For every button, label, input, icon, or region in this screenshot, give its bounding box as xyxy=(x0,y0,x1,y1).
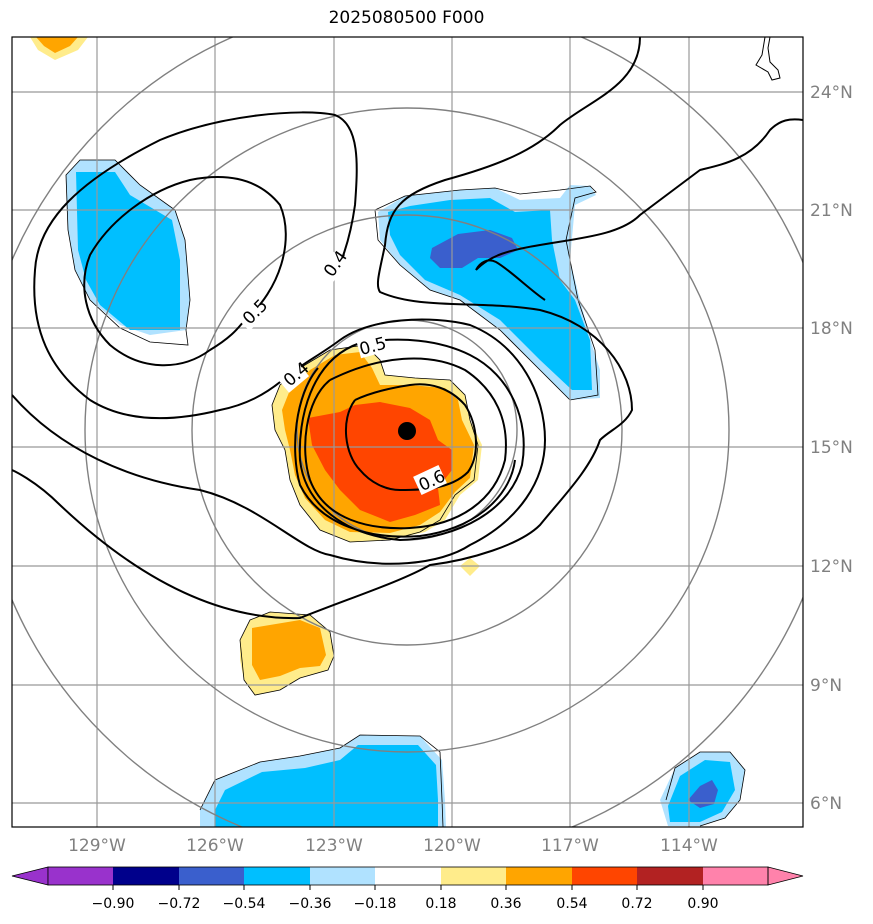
lat-label-15n: 15°N xyxy=(810,438,853,458)
colorbar: −0.90 −0.72 −0.54 −0.36 −0.18 0.18 0.36 … xyxy=(11,866,804,912)
colorbar-tick-5: 0.18 xyxy=(425,896,456,912)
lon-label-129w: 129°W xyxy=(68,836,126,856)
contour-0.5-inner xyxy=(298,338,525,542)
coastline xyxy=(755,37,781,81)
contour-0.5-left xyxy=(83,176,287,367)
colorbar-tick-9: 0.90 xyxy=(687,896,718,912)
shade-center-red xyxy=(308,402,452,522)
colorbar-seg-3 xyxy=(244,867,310,885)
map-panel: 0.4 0.5 0.4 0.5 0.6 xyxy=(12,37,803,827)
longitude-labels: 129°W 126°W 123°W 120°W 117°W 114°W xyxy=(68,836,718,856)
colorbar-seg-1 xyxy=(113,867,179,885)
latitude-labels: 24°N 21°N 18°N 15°N 12°N 9°N 6°N xyxy=(810,83,853,814)
colorbar-tick-0: −0.90 xyxy=(92,896,135,912)
colorbar-tick-6: 0.36 xyxy=(490,896,521,912)
contour-0.4-outer xyxy=(12,37,641,620)
colorbar-seg-10 xyxy=(703,867,768,885)
colorbar-tick-4: −0.18 xyxy=(354,896,397,912)
colorbar-seg-7 xyxy=(506,867,572,885)
colorbar-seg-9 xyxy=(637,867,703,885)
shade-lowleft-orange xyxy=(252,620,326,680)
lat-label-6n: 6°N xyxy=(810,794,842,814)
shade-top-left-orange xyxy=(36,37,78,53)
shade-bottom-blue xyxy=(215,745,438,827)
lat-label-18n: 18°N xyxy=(810,319,853,339)
colorbar-tick-2: −0.54 xyxy=(223,896,266,912)
lon-label-114w: 114°W xyxy=(660,836,718,856)
lon-label-117w: 117°W xyxy=(541,836,599,856)
colorbar-seg-4 xyxy=(310,867,375,885)
contour-0.6 xyxy=(344,383,477,492)
lat-label-9n: 9°N xyxy=(810,676,842,696)
lat-label-21n: 21°N xyxy=(810,201,853,221)
gridlines xyxy=(12,37,803,827)
shade-small-diamond xyxy=(460,558,480,576)
contour-ne-branch xyxy=(475,118,803,301)
colorbar-tick-1: −0.72 xyxy=(158,896,201,912)
colorbar-seg-5 xyxy=(375,867,441,885)
lon-label-123w: 123°W xyxy=(305,836,363,856)
colorbar-frame xyxy=(47,866,769,886)
lat-label-24n: 24°N xyxy=(810,83,853,103)
map-frame xyxy=(11,36,804,828)
map-title: 2025080500 F000 xyxy=(328,8,485,28)
colorbar-seg-0 xyxy=(48,867,113,885)
colorbar-seg-6 xyxy=(441,867,506,885)
storm-center-marker xyxy=(398,422,416,440)
shade-br-darkblue xyxy=(688,780,718,808)
colorbar-tick-7: 0.54 xyxy=(556,896,587,912)
colorbar-seg-8 xyxy=(572,867,637,885)
shade-left-blue xyxy=(76,172,180,330)
lon-label-120w: 120°W xyxy=(423,836,481,856)
colorbar-extend-high xyxy=(767,866,804,886)
colorbar-seg-2 xyxy=(179,867,244,885)
lat-label-12n: 12°N xyxy=(810,557,853,577)
lon-label-126w: 126°W xyxy=(186,836,244,856)
colorbar-extend-low xyxy=(11,866,49,886)
colorbar-tick-3: −0.36 xyxy=(289,896,332,912)
colorbar-tick-8: 0.72 xyxy=(621,896,652,912)
